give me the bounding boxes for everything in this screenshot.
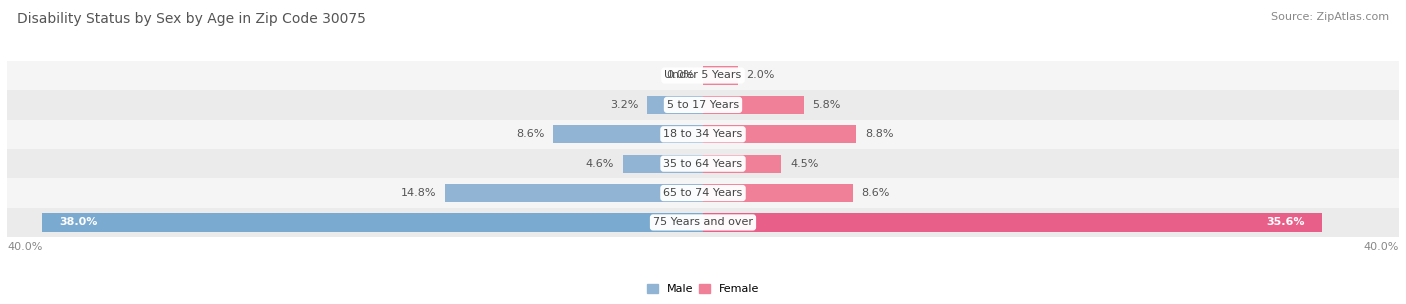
Bar bbox=[7, 208, 1399, 237]
Bar bbox=[7, 178, 1399, 208]
Text: Source: ZipAtlas.com: Source: ZipAtlas.com bbox=[1271, 12, 1389, 22]
Text: 3.2%: 3.2% bbox=[610, 100, 638, 110]
Text: 5.8%: 5.8% bbox=[813, 100, 841, 110]
Text: 8.6%: 8.6% bbox=[516, 129, 544, 139]
Text: 40.0%: 40.0% bbox=[1364, 242, 1399, 251]
Text: 4.6%: 4.6% bbox=[586, 159, 614, 169]
Bar bbox=[703, 184, 852, 202]
Bar bbox=[703, 125, 856, 143]
Text: 40.0%: 40.0% bbox=[7, 242, 42, 251]
Text: 35 to 64 Years: 35 to 64 Years bbox=[664, 159, 742, 169]
Text: Disability Status by Sex by Age in Zip Code 30075: Disability Status by Sex by Age in Zip C… bbox=[17, 12, 366, 26]
Bar bbox=[623, 154, 703, 173]
Text: 4.5%: 4.5% bbox=[790, 159, 818, 169]
Text: 14.8%: 14.8% bbox=[401, 188, 437, 198]
Text: 75 Years and over: 75 Years and over bbox=[652, 217, 754, 227]
Bar bbox=[554, 125, 703, 143]
Text: 8.6%: 8.6% bbox=[862, 188, 890, 198]
Bar bbox=[7, 61, 1399, 90]
Text: 5 to 17 Years: 5 to 17 Years bbox=[666, 100, 740, 110]
Text: 18 to 34 Years: 18 to 34 Years bbox=[664, 129, 742, 139]
Bar bbox=[7, 119, 1399, 149]
Text: 0.0%: 0.0% bbox=[666, 71, 695, 81]
Text: 8.8%: 8.8% bbox=[865, 129, 893, 139]
Bar bbox=[703, 96, 804, 114]
Bar bbox=[7, 90, 1399, 119]
Bar bbox=[703, 213, 1323, 232]
Bar bbox=[703, 66, 738, 85]
Text: Under 5 Years: Under 5 Years bbox=[665, 71, 741, 81]
Legend: Male, Female: Male, Female bbox=[643, 280, 763, 299]
Bar bbox=[7, 149, 1399, 178]
Text: 2.0%: 2.0% bbox=[747, 71, 775, 81]
Text: 38.0%: 38.0% bbox=[59, 217, 97, 227]
Bar bbox=[703, 154, 782, 173]
Bar bbox=[42, 213, 703, 232]
Bar bbox=[647, 96, 703, 114]
Text: 65 to 74 Years: 65 to 74 Years bbox=[664, 188, 742, 198]
Text: 35.6%: 35.6% bbox=[1267, 217, 1305, 227]
Bar bbox=[446, 184, 703, 202]
